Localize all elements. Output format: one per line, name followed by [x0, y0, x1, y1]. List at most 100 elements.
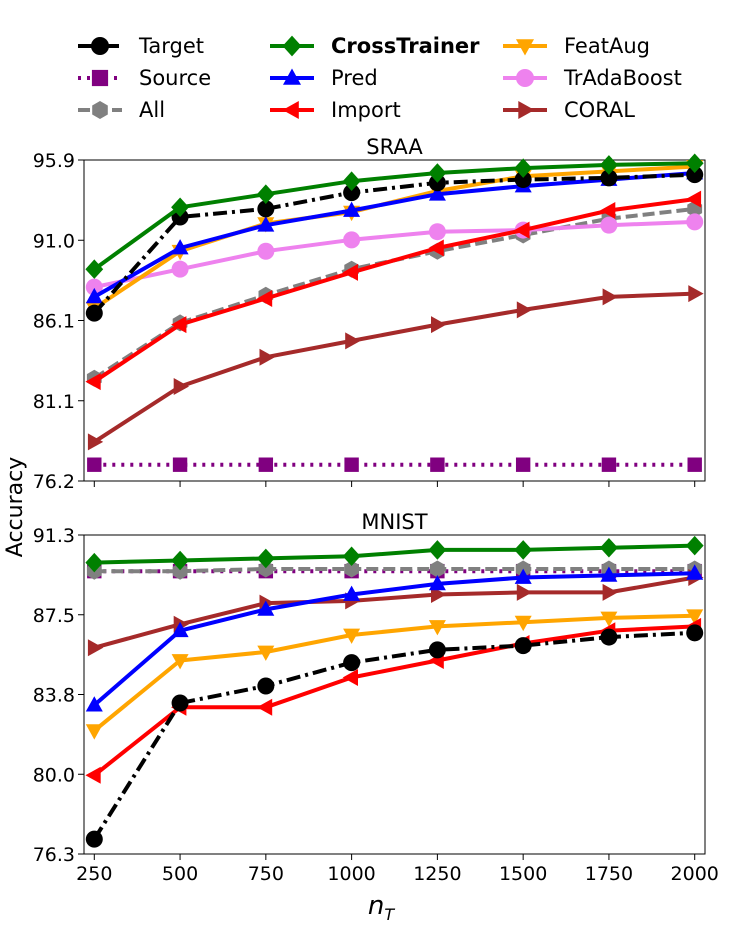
- data-point-source: [87, 457, 102, 472]
- y-tick-label: 87.5: [33, 605, 75, 627]
- data-point-target: [343, 184, 361, 202]
- data-point-source: [515, 457, 531, 472]
- series-feataug: [85, 609, 704, 740]
- data-point-source: [687, 457, 702, 472]
- data-point-tradaboost: [85, 278, 103, 296]
- legend-label-source: Source: [139, 66, 211, 90]
- data-point-coral: [431, 316, 447, 334]
- data-point-pred: [428, 575, 446, 591]
- data-point-crosstrainer: [428, 540, 447, 560]
- data-point-pred: [343, 201, 361, 217]
- data-point-target: [343, 654, 361, 672]
- data-point-tradaboost: [343, 231, 361, 249]
- data-point-crosstrainer: [256, 184, 275, 204]
- legend-marker-pred: [283, 68, 301, 85]
- y-axis-label: Accuracy: [3, 457, 28, 557]
- series-line-import: [93, 624, 695, 777]
- data-point-feataug: [686, 609, 704, 625]
- data-point-tradaboost: [428, 223, 446, 241]
- data-point-all: [172, 562, 188, 580]
- data-point-feataug: [85, 724, 103, 740]
- data-point-target: [257, 677, 275, 695]
- data-point-target: [514, 171, 532, 189]
- data-point-target: [85, 830, 103, 848]
- data-point-pred: [514, 568, 532, 584]
- data-point-coral: [87, 639, 104, 657]
- data-point-crosstrainer: [685, 153, 704, 173]
- data-point-tradaboost: [686, 213, 704, 231]
- series-line-feataug: [93, 613, 695, 733]
- data-point-crosstrainer: [342, 546, 361, 566]
- data-point-import: [85, 373, 101, 391]
- data-point-coral: [602, 288, 618, 306]
- legend-label-import: Import: [331, 98, 401, 122]
- legend-marker-target: [91, 37, 109, 55]
- data-point-pred: [257, 216, 275, 232]
- data-point-tradaboost: [171, 260, 189, 278]
- legend-marker-import: [282, 101, 299, 119]
- series-line-coral: [93, 575, 696, 650]
- data-point-import: [171, 316, 187, 334]
- series-line-tradaboost: [93, 219, 695, 290]
- x-tick-label: 500: [162, 863, 198, 885]
- data-point-all: [430, 560, 445, 578]
- data-point-coral: [688, 285, 704, 303]
- y-tick-label: 91.3: [33, 525, 75, 547]
- data-point-crosstrainer: [685, 535, 704, 556]
- data-point-crosstrainer: [256, 548, 275, 569]
- y-tick-label: 80.0: [33, 764, 75, 786]
- x-tick-label: 1000: [327, 863, 375, 885]
- panel-title: MNIST: [361, 510, 427, 534]
- series-line-all: [94, 567, 695, 574]
- legend-marker-coral: [518, 101, 535, 119]
- legend-label-feataug: FeatAug: [564, 34, 650, 58]
- data-point-feataug: [428, 620, 446, 636]
- legend-label-coral: CORAL: [564, 98, 635, 122]
- x-tick-label: 1500: [499, 863, 547, 885]
- series-line-import: [93, 197, 695, 384]
- series-line-crosstrainer: [93, 161, 695, 271]
- x-tick-label: 750: [248, 863, 284, 885]
- legend-item-crosstrainer: CrossTrainer: [270, 34, 480, 58]
- legend-label-pred: Pred: [331, 66, 378, 90]
- legend-marker-feataug: [516, 39, 534, 56]
- data-point-import: [85, 766, 101, 784]
- data-point-target: [514, 637, 532, 655]
- legend-label-tradaboost: TrAdaBoost: [563, 66, 682, 90]
- y-tick-label: 76.3: [33, 844, 75, 866]
- data-point-feataug: [600, 611, 618, 627]
- y-tick-label: 76.2: [33, 471, 75, 493]
- legend-item-feataug: FeatAug: [503, 34, 650, 58]
- data-point-pred: [85, 287, 103, 304]
- panel-mnist: MNIST 76.3 80.0 83.8 87.5 91.3 250 500 750 1000 12…: [33, 510, 719, 885]
- data-point-tradaboost: [257, 242, 275, 260]
- series-crosstrainer: [85, 153, 704, 279]
- y-tick-label: 95.9: [33, 150, 75, 172]
- data-point-target: [428, 174, 446, 192]
- series-target: [85, 624, 704, 848]
- y-tick-label: 91.0: [33, 230, 75, 252]
- data-point-pred: [343, 585, 361, 601]
- series-coral: [87, 285, 704, 451]
- data-point-import: [256, 290, 273, 307]
- legend-item-coral: CORAL: [503, 98, 635, 122]
- legend-label-target: Target: [138, 34, 204, 58]
- data-point-pred: [171, 621, 189, 638]
- legend-item-source: Source: [78, 66, 211, 90]
- series-line-coral: [93, 291, 695, 444]
- data-point-import: [685, 190, 702, 208]
- data-point-target: [171, 694, 189, 712]
- data-point-pred: [428, 185, 446, 201]
- y-tick-label: 83.8: [33, 685, 75, 707]
- data-point-feataug: [343, 628, 361, 644]
- legend-item-pred: Pred: [270, 66, 378, 90]
- data-point-pred: [85, 696, 103, 712]
- data-point-source: [344, 457, 359, 472]
- data-point-crosstrainer: [428, 163, 447, 183]
- data-point-all: [344, 560, 359, 578]
- legend-marker-crosstrainer: [282, 35, 302, 57]
- legend-item-all: All: [78, 98, 165, 122]
- data-point-import: [600, 202, 616, 219]
- data-point-crosstrainer: [171, 197, 189, 217]
